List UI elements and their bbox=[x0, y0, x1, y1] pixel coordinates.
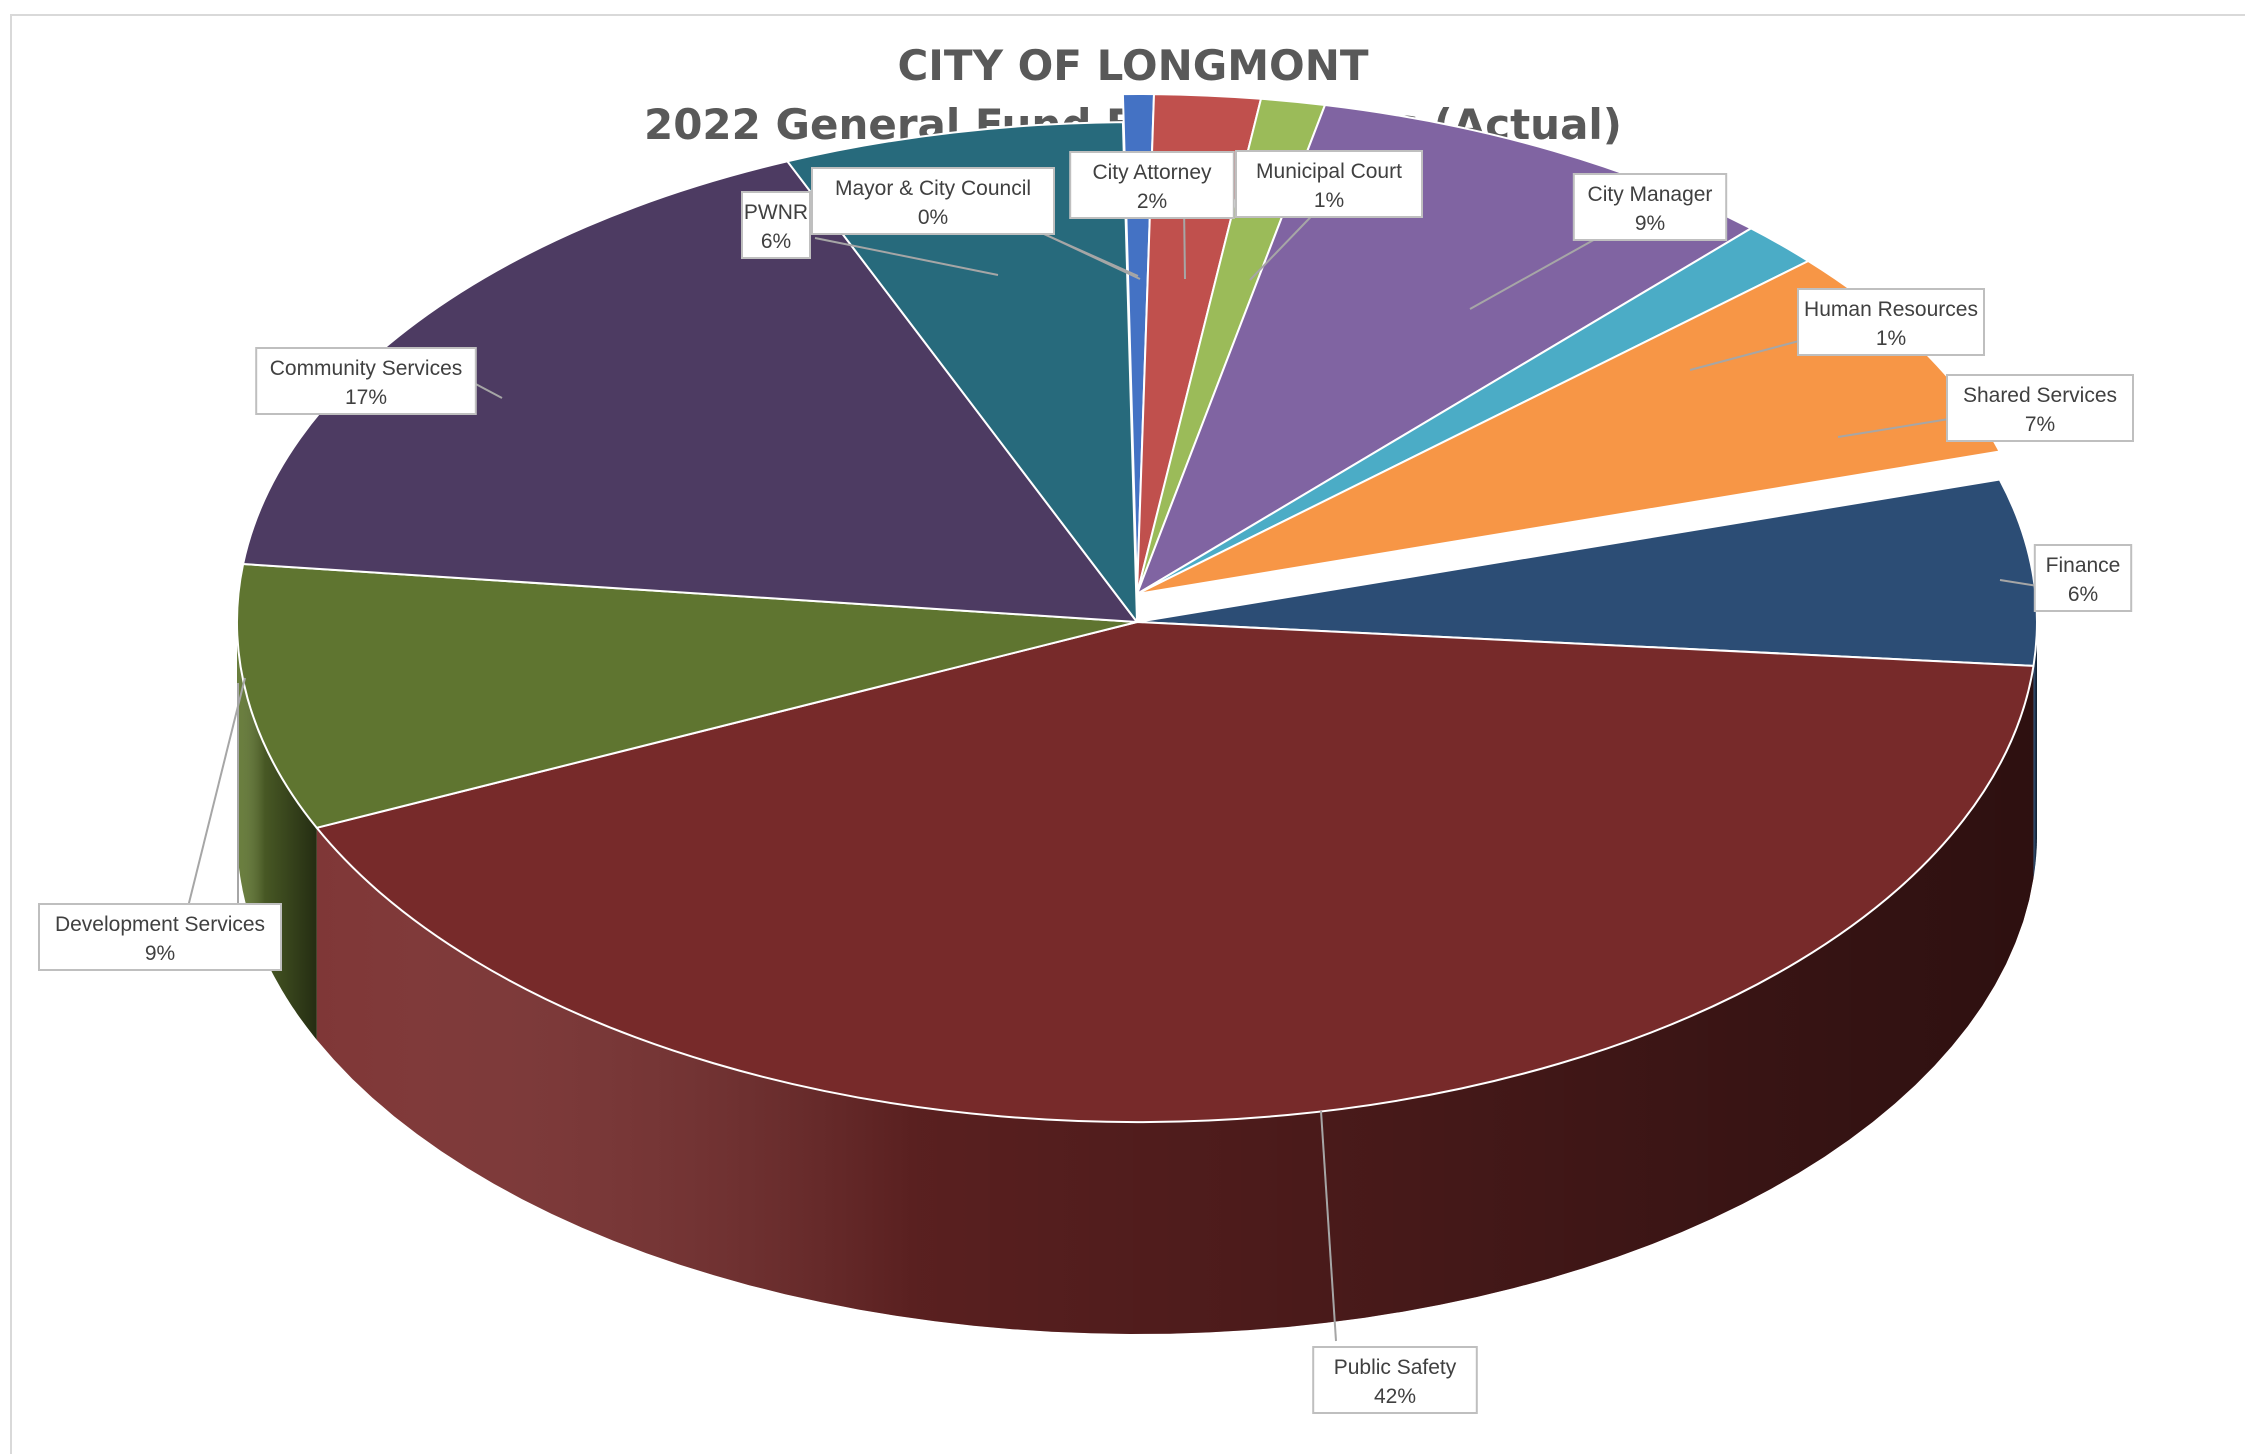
data-label-box bbox=[2033, 544, 2133, 612]
data-label-name: Municipal Court bbox=[1256, 160, 1402, 183]
data-labels: Mayor & City Council 0% City Attorney 2% Mun… bbox=[38, 150, 2134, 1414]
data-label-percent: 9% bbox=[1635, 212, 1665, 235]
data-label-municipal-court: Municipal Court 1% bbox=[1235, 150, 1423, 218]
data-label-name: City Manager bbox=[1588, 183, 1713, 206]
data-label-name: Development Services bbox=[55, 913, 265, 936]
data-label-percent: 2% bbox=[1137, 190, 1167, 213]
pie-side-shade bbox=[2033, 622, 2037, 878]
data-label-public-safety: Public Safety 42% bbox=[1312, 1346, 1478, 1414]
pie-slice-pwnr bbox=[786, 121, 1138, 623]
data-label-pwnr: PWNR 6% bbox=[741, 191, 811, 259]
data-label-name: Finance bbox=[2046, 554, 2121, 577]
data-label-name: PWNR bbox=[744, 201, 808, 224]
data-label-box bbox=[741, 191, 811, 259]
data-label-development-services: Development Services 9% bbox=[38, 903, 282, 971]
leader-line bbox=[814, 237, 999, 276]
data-label-percent: 6% bbox=[2068, 583, 2098, 606]
data-label-box bbox=[1797, 288, 1985, 356]
data-label-percent: 17% bbox=[345, 386, 387, 409]
data-label-percent: 9% bbox=[145, 942, 175, 965]
pie-slice-public-safety bbox=[315, 621, 2035, 1124]
data-label-box bbox=[811, 167, 1055, 235]
data-label-box bbox=[1312, 1346, 1478, 1414]
data-label-city-attorney: City Attorney 2% bbox=[1069, 151, 1235, 219]
leader-line bbox=[1320, 1110, 1337, 1342]
data-label-shared-services: Shared Services 7% bbox=[1946, 374, 2134, 442]
data-label-name: Shared Services bbox=[1963, 384, 2117, 407]
data-label-name: Mayor & City Council bbox=[835, 177, 1031, 200]
chart-title: CITY OF LONGMONT bbox=[897, 41, 1368, 90]
data-label-name: Community Services bbox=[270, 357, 463, 380]
pie-slice-development-services bbox=[236, 563, 1138, 829]
data-label-percent: 42% bbox=[1374, 1385, 1416, 1408]
leader-line bbox=[185, 677, 246, 916]
data-label-box bbox=[1235, 150, 1423, 218]
data-label-box bbox=[38, 903, 282, 971]
pie-side-shade bbox=[316, 665, 2034, 1334]
data-label-human-resources: Human Resources 1% bbox=[1797, 288, 1985, 356]
data-label-mayor-city-council: Mayor & City Council 0% bbox=[811, 167, 1055, 235]
data-label-box bbox=[255, 347, 477, 415]
pie-slice-community-services bbox=[242, 160, 1138, 623]
leader-line bbox=[1999, 579, 2039, 587]
data-label-box bbox=[1069, 151, 1235, 219]
data-label-city-manager: City Manager 9% bbox=[1572, 173, 1728, 241]
data-label-finance: Finance 6% bbox=[2033, 544, 2133, 612]
data-label-name: Public Safety bbox=[1334, 1356, 1457, 1379]
data-label-percent: 6% bbox=[761, 230, 791, 253]
pie-slice-finance bbox=[1136, 478, 2038, 667]
data-label-percent: 0% bbox=[918, 206, 948, 229]
leader-line bbox=[1689, 340, 1800, 371]
data-label-community-services: Community Services 17% bbox=[255, 347, 477, 415]
data-label-percent: 1% bbox=[1876, 327, 1906, 350]
pie-top-faces bbox=[236, 93, 2038, 1124]
data-label-name: Human Resources bbox=[1804, 298, 1978, 321]
data-label-percent: 1% bbox=[1314, 189, 1344, 212]
leader-line bbox=[1837, 417, 1956, 438]
data-label-box bbox=[1946, 374, 2134, 442]
data-label-name: City Attorney bbox=[1092, 161, 1212, 184]
data-label-percent: 7% bbox=[2025, 413, 2055, 436]
chart-frame bbox=[10, 14, 2245, 1454]
data-label-box bbox=[1572, 173, 1728, 241]
